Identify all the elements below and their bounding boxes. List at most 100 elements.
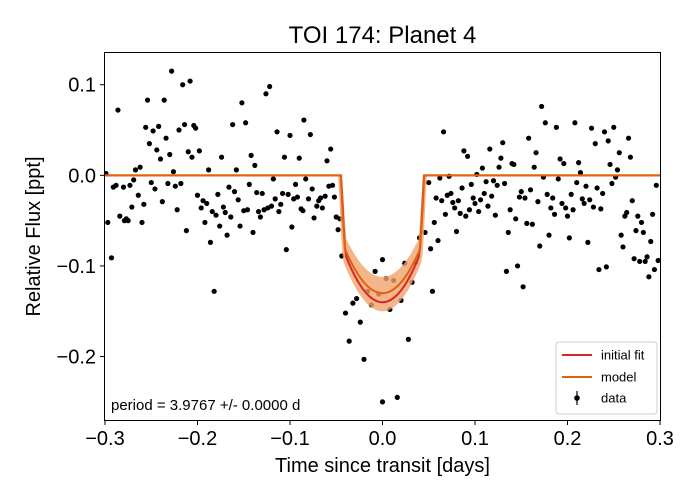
data-point	[294, 194, 300, 200]
data-point	[115, 107, 121, 113]
data-point	[514, 263, 521, 269]
data-point	[169, 68, 175, 74]
data-point	[609, 180, 615, 187]
data-point	[487, 146, 493, 152]
model-uncertainty-band	[105, 175, 660, 312]
data-point	[448, 190, 454, 197]
data-point	[492, 212, 498, 218]
data-point	[546, 232, 552, 238]
data-point	[594, 185, 600, 191]
data-point	[132, 167, 139, 173]
data-point	[455, 198, 461, 204]
data-point	[129, 204, 135, 210]
data-point	[459, 185, 465, 191]
data-point	[442, 211, 448, 217]
data-point	[461, 148, 467, 154]
legend-label-model: model	[601, 370, 637, 385]
data-point	[579, 196, 585, 202]
data-point	[178, 180, 184, 187]
data-point	[559, 200, 565, 207]
data-point	[350, 300, 356, 306]
data-point	[243, 120, 249, 126]
data-point	[450, 199, 456, 206]
data-point	[183, 228, 189, 234]
data-point	[603, 264, 609, 270]
data-point	[574, 179, 580, 186]
data-point	[143, 124, 149, 130]
data-point	[163, 135, 169, 141]
x-axis-label: Time since transit [days]	[275, 455, 490, 477]
data-point	[548, 205, 554, 211]
data-point	[426, 179, 432, 186]
x-ticks: −0.3 −0.2 −0.1 0.0 0.1 0.2 0.3	[85, 420, 674, 450]
x-tick-label: 0.1	[461, 428, 489, 450]
data-point	[518, 189, 524, 195]
data-point	[146, 141, 152, 147]
data-point	[539, 103, 545, 110]
data-point	[440, 129, 447, 135]
data-point	[254, 189, 260, 196]
data-point	[629, 198, 635, 204]
data-point	[502, 180, 508, 187]
data-point	[213, 212, 219, 218]
data-point	[379, 399, 386, 405]
data-point	[614, 167, 621, 173]
data-point	[505, 229, 511, 236]
data-point	[206, 167, 212, 173]
data-point	[640, 229, 646, 236]
data-point	[357, 319, 363, 325]
data-point	[172, 183, 178, 189]
data-point	[170, 169, 177, 175]
data-point	[466, 207, 473, 213]
data-point	[181, 121, 188, 128]
data-point	[283, 247, 289, 253]
data-point	[472, 200, 478, 207]
data-point	[278, 201, 284, 207]
data-point	[465, 153, 471, 159]
data-point	[329, 182, 336, 188]
data-point	[577, 170, 584, 176]
data-point	[463, 213, 469, 219]
data-point	[180, 82, 186, 88]
data-point	[527, 187, 534, 193]
data-point	[452, 205, 458, 211]
legend-swatch-data-marker	[574, 395, 580, 401]
data-point	[394, 394, 400, 400]
data-point	[542, 120, 548, 126]
data-point	[250, 229, 256, 236]
data-point	[605, 138, 611, 144]
data-point	[572, 120, 578, 126]
x-tick-label: −0.3	[85, 428, 124, 450]
data-point	[233, 167, 239, 173]
data-point	[372, 268, 378, 274]
data-point	[500, 140, 506, 146]
data-point	[557, 156, 563, 162]
data-point	[494, 182, 500, 188]
data-point	[202, 219, 208, 226]
data-point	[620, 244, 626, 250]
data-point	[200, 198, 206, 204]
data-point	[193, 125, 199, 131]
data-point	[152, 186, 158, 192]
y-tick-label: 0.0	[68, 165, 96, 187]
data-point	[616, 150, 622, 156]
data-point	[524, 220, 530, 226]
model-line	[105, 174, 660, 295]
data-point	[300, 208, 306, 214]
y-ticks: 0.1 0.0 −0.1 −0.2	[57, 75, 105, 369]
data-point	[520, 284, 526, 290]
data-point	[285, 191, 291, 197]
data-point	[507, 207, 513, 213]
data-point	[503, 268, 510, 274]
data-point	[259, 190, 265, 197]
data-point	[596, 266, 602, 273]
data-point	[322, 193, 328, 199]
data-point	[324, 158, 330, 164]
data-point	[276, 208, 282, 215]
data-point	[161, 97, 167, 103]
data-point	[113, 182, 119, 188]
data-point	[468, 181, 474, 187]
data-point	[204, 200, 210, 207]
data-point	[257, 214, 263, 220]
data-point	[490, 178, 497, 184]
